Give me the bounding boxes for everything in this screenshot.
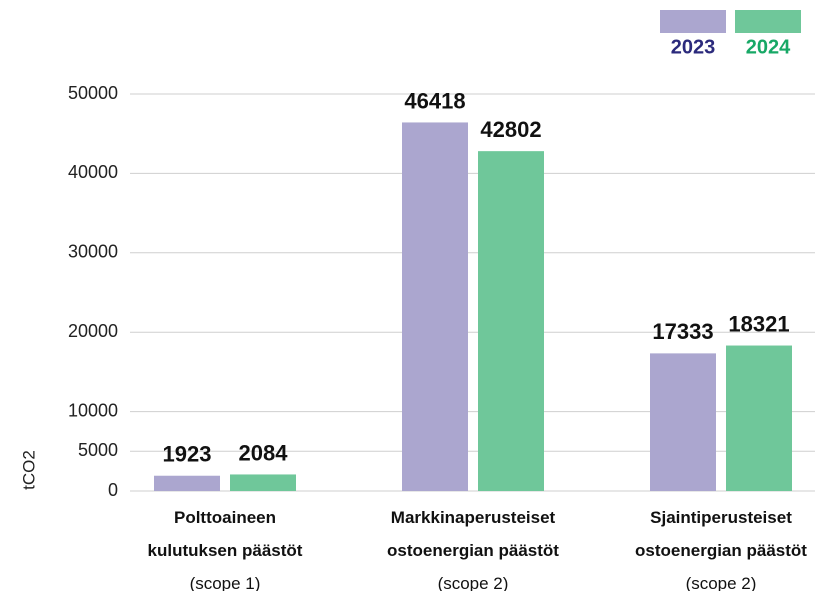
- y-tick-label: 20000: [68, 321, 118, 341]
- x-tick-label: Markkinaperusteiset ostoenergian päästöt…: [383, 501, 563, 591]
- data-label: 17333: [652, 319, 713, 344]
- chart: tCO2 0 5000 10000 20000 30000 40000 50000 2023 2…: [19, 10, 815, 500]
- bar: [402, 122, 468, 492]
- y-tick-label: 10000: [68, 400, 118, 420]
- legend-swatch: [660, 10, 726, 33]
- data-label: 46418: [404, 88, 465, 113]
- bar: [650, 353, 716, 491]
- y-tick-label: 30000: [68, 242, 118, 262]
- bar: [230, 474, 296, 491]
- legend-label: 2024: [746, 36, 791, 58]
- y-tick-label: 5000: [78, 440, 118, 460]
- data-label: 1923: [163, 442, 212, 467]
- category-scope: (scope 1): [189, 574, 261, 591]
- legend-label: 2023: [671, 36, 716, 58]
- y-tick-label: 40000: [68, 162, 118, 182]
- x-tick-label: Sjaintiperusteiset ostoenergian päästöt …: [631, 501, 811, 591]
- category-scope: (scope 2): [685, 574, 757, 591]
- data-label: 2084: [239, 440, 289, 465]
- category-name: Polttoaineen kulutuksen päästöt: [147, 508, 303, 560]
- bar: [154, 475, 220, 491]
- y-axis-label: tCO2: [19, 450, 38, 490]
- data-label: 18321: [728, 311, 789, 336]
- bar: [478, 151, 544, 492]
- category-scope: (scope 2): [437, 574, 509, 591]
- category-name: Sjaintiperusteiset ostoenergian päästöt: [635, 508, 807, 560]
- x-tick-label: Polttoaineen kulutuksen päästöt (scope 1…: [135, 501, 315, 591]
- bar: [726, 345, 792, 491]
- legend-swatch: [735, 10, 801, 33]
- y-tick-label: 0: [108, 480, 118, 500]
- category-name: Markkinaperusteiset ostoenergian päästöt: [387, 508, 559, 560]
- y-tick-label: 50000: [68, 83, 118, 103]
- data-label: 42802: [480, 117, 541, 142]
